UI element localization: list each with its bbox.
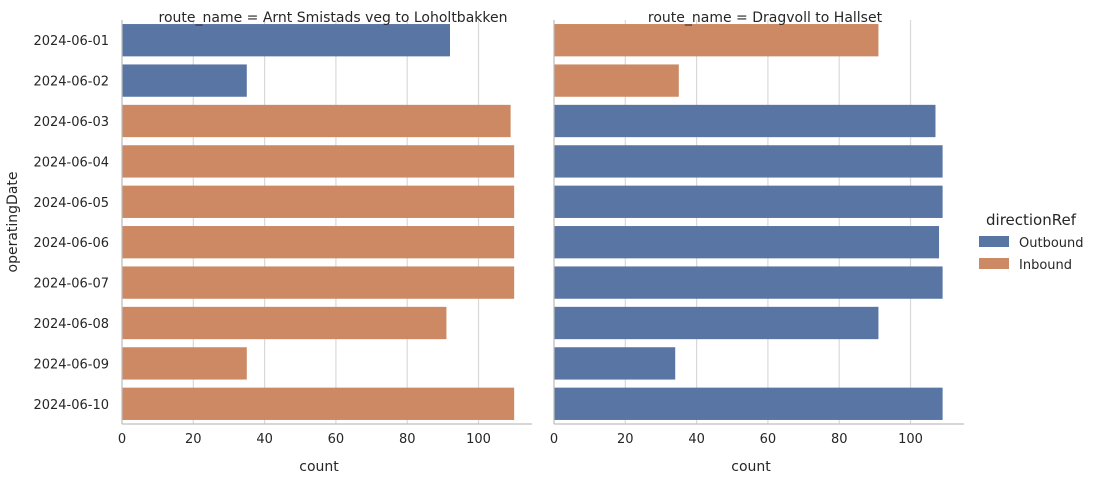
bar-2024-06-01-outbound: [122, 24, 450, 57]
legend-swatch-outbound: [979, 236, 1009, 247]
y-tick-label: 2024-06-01: [33, 34, 109, 49]
bar-2024-06-07-outbound: [554, 266, 943, 299]
x-tick-label: 80: [831, 432, 848, 447]
x-axis-title: count: [731, 459, 771, 475]
legend-label-outbound: Outbound: [1019, 236, 1084, 251]
bar-2024-06-01-inbound: [554, 24, 879, 57]
y-tick-label: 2024-06-04: [33, 155, 109, 170]
x-tick-label: 20: [185, 432, 202, 447]
bar-2024-06-06-outbound: [554, 226, 940, 259]
y-tick-label: 2024-06-06: [33, 236, 109, 251]
y-tick-label: 2024-06-05: [33, 196, 109, 211]
x-tick-label: 80: [399, 432, 416, 447]
x-tick-label: 40: [256, 432, 273, 447]
y-tick-label: 2024-06-09: [33, 357, 109, 372]
legend-title: directionRef: [986, 211, 1077, 229]
bar-2024-06-04-outbound: [554, 145, 943, 178]
bar-2024-06-06-inbound: [122, 226, 515, 259]
bar-2024-06-07-inbound: [122, 266, 515, 299]
bar-2024-06-02-outbound: [122, 64, 247, 97]
bar-2024-06-05-inbound: [122, 185, 515, 218]
x-tick-label: 0: [550, 432, 558, 447]
y-tick-label: 2024-06-07: [33, 277, 109, 292]
legend-swatch-inbound: [979, 258, 1009, 269]
bar-2024-06-08-inbound: [122, 306, 447, 340]
bar-2024-06-10-outbound: [554, 387, 943, 420]
y-tick-label: 2024-06-02: [33, 75, 109, 90]
x-tick-label: 60: [328, 432, 345, 447]
x-tick-label: 20: [617, 432, 634, 447]
bar-2024-06-10-inbound: [122, 387, 515, 420]
bar-2024-06-04-inbound: [122, 145, 515, 178]
x-tick-label: 0: [118, 432, 126, 447]
x-axis-title: count: [299, 459, 339, 475]
bar-2024-06-09-outbound: [554, 347, 676, 380]
x-tick-label: 100: [898, 432, 923, 447]
x-tick-label: 100: [466, 432, 491, 447]
bar-2024-06-09-inbound: [122, 347, 247, 380]
x-tick-label: 60: [760, 432, 777, 447]
y-tick-label: 2024-06-10: [33, 398, 109, 413]
panel-title: route_name = Dragvoll to Hallset: [648, 10, 883, 26]
bar-2024-06-02-inbound: [554, 64, 679, 97]
legend-label-inbound: Inbound: [1019, 258, 1072, 273]
y-axis-title: operatingDate: [5, 171, 21, 272]
bar-2024-06-03-inbound: [122, 104, 511, 138]
bar-2024-06-05-outbound: [554, 185, 943, 218]
x-tick-label: 40: [688, 432, 705, 447]
panel-title: route_name = Arnt Smistads veg to Loholt…: [159, 10, 508, 26]
bar-2024-06-08-outbound: [554, 306, 879, 340]
y-tick-label: 2024-06-08: [33, 317, 109, 332]
bar-2024-06-03-outbound: [554, 104, 936, 138]
y-tick-label: 2024-06-03: [33, 115, 109, 130]
